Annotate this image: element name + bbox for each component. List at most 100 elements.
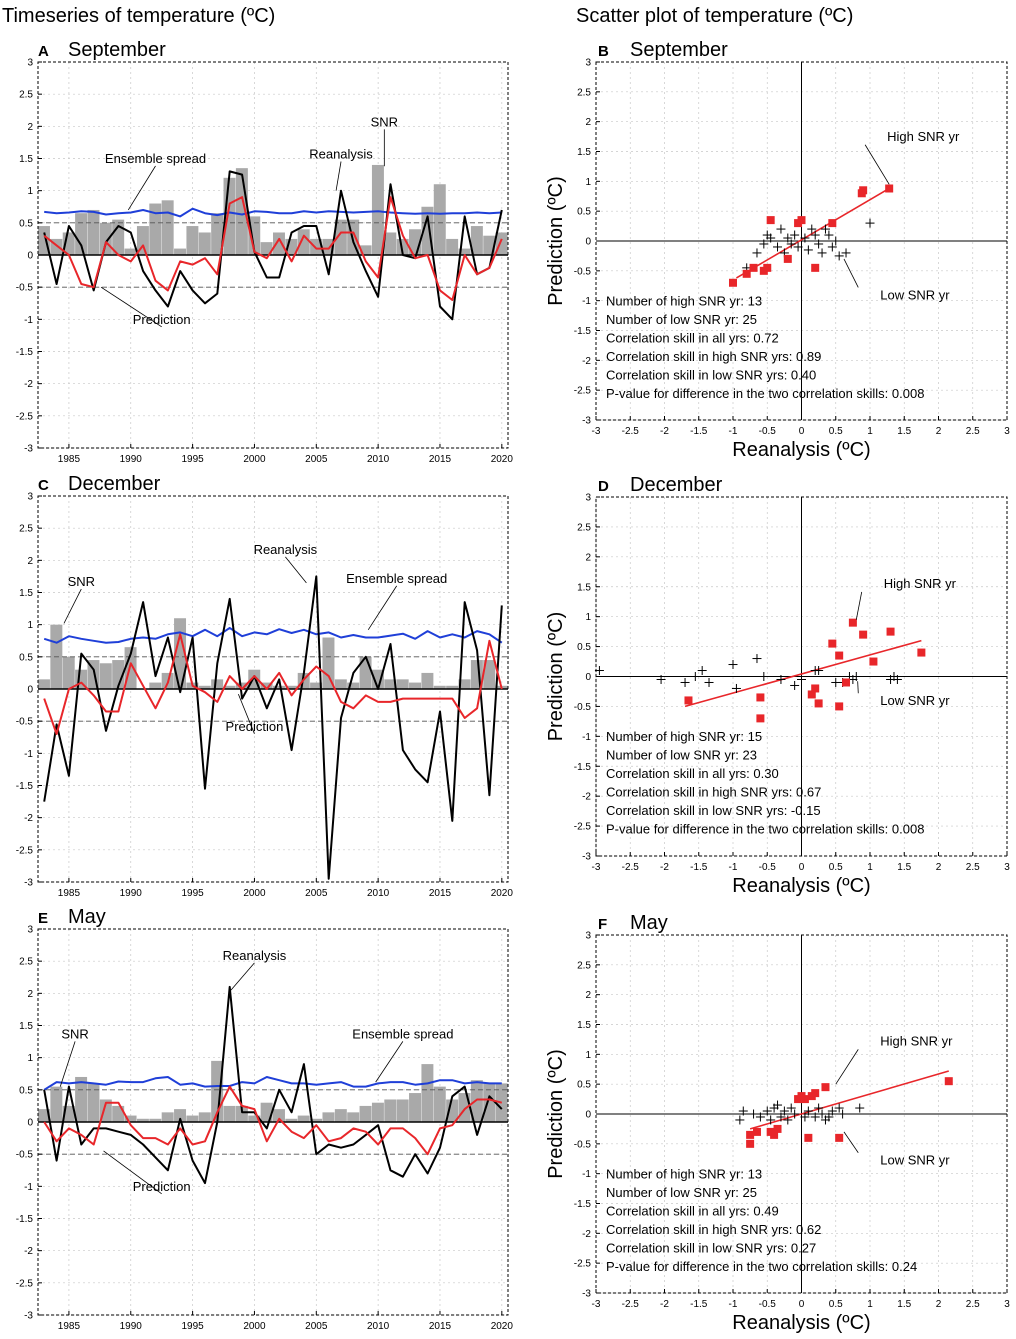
high-snr-point xyxy=(729,278,737,287)
x-tick-label: 1995 xyxy=(181,454,204,465)
x-tick-label: -2 xyxy=(660,426,669,437)
snr-bar xyxy=(273,685,285,689)
annotation-leader xyxy=(103,1150,162,1195)
low-snr-point xyxy=(855,1103,865,1113)
y-tick-label: -0.5 xyxy=(16,283,34,294)
annotation-label: Prediction xyxy=(133,1179,191,1194)
x-tick-label: 2 xyxy=(936,862,942,873)
series-line-ensemble-spread xyxy=(44,207,502,218)
y-tick-label: -1 xyxy=(24,749,33,760)
low-snr-point xyxy=(755,1112,765,1122)
low-snr-point xyxy=(762,1106,772,1116)
snr-bar xyxy=(384,679,397,689)
low-snr-point xyxy=(810,230,820,240)
panel-D: -3-3 -2.5 -2.5 -2 -2 -1.5 -1.5 -1 -1 -0.5 -0.5 0 0 0.… xyxy=(545,474,1010,897)
high-snr-point xyxy=(763,263,772,272)
snr-bar xyxy=(285,1118,298,1122)
stats-line: Number of high SNR yr: 15 xyxy=(606,729,762,744)
snr-bar xyxy=(273,1109,285,1122)
x-tick-label: -0.5 xyxy=(759,426,777,437)
annotation-label: High SNR yr xyxy=(884,576,957,591)
snr-bar xyxy=(421,672,434,689)
x-tick-label: 3 xyxy=(1004,862,1010,873)
panel-C: -3 -2.5 -2 -1.5 -1 -0.5 0 0.5 1 1.5 2 2.5 3 1985 1990 1… xyxy=(16,473,514,899)
annotation-label: Reanalysis xyxy=(223,948,287,963)
snr-bar xyxy=(75,669,88,689)
snr-bar xyxy=(75,213,88,255)
panel-label: A xyxy=(38,43,49,60)
x-tick-label: 1985 xyxy=(58,888,81,899)
low-snr-point xyxy=(766,233,776,243)
y-tick-label: 2.5 xyxy=(577,960,591,971)
x-tick-label: 3 xyxy=(1004,426,1010,437)
x-tick-label: 2 xyxy=(936,1299,942,1310)
snr-bar xyxy=(322,1112,335,1122)
y-tick-label: 2.5 xyxy=(19,524,33,535)
x-tick-label: 1 xyxy=(867,426,873,437)
low-snr-point xyxy=(759,672,769,681)
snr-bar xyxy=(112,660,125,689)
y-tick-label: 2.5 xyxy=(19,957,33,968)
y-tick-label: 2 xyxy=(585,117,591,128)
y-axis-label: Prediction (ºC) xyxy=(545,1049,567,1179)
snr-bar xyxy=(297,229,310,255)
y-tick-label: -1.5 xyxy=(574,326,592,337)
x-tick-label: 2000 xyxy=(243,454,266,465)
low-snr-point xyxy=(851,672,861,681)
snr-bar xyxy=(359,656,372,689)
snr-bar xyxy=(334,679,347,689)
x-tick-label: 1985 xyxy=(58,454,81,465)
x-tick-label: 2015 xyxy=(429,1321,452,1332)
x-tick-label: 2010 xyxy=(367,454,390,465)
stats-line: Number of low SNR yr: 25 xyxy=(606,312,757,327)
panels-group: -3 -2.5 -2 -1.5 -1 -0.5 0 0.5 1 1.5 2 2.5 3 1985 1990 1… xyxy=(16,39,1010,1334)
snr-bar xyxy=(495,232,508,255)
snr-bar xyxy=(371,669,384,689)
y-tick-label: -3 xyxy=(582,852,591,863)
x-tick-label: 2020 xyxy=(491,454,514,465)
y-tick-label: -2.5 xyxy=(16,1278,34,1289)
snr-bar xyxy=(198,1112,211,1122)
low-snr-point xyxy=(790,230,800,240)
high-snr-point xyxy=(807,690,816,699)
panel-F: -3-3 -2.5 -2.5 -2 -2 -1.5 -1.5 -1 -1 -0.5 -0.5 0 0 0.… xyxy=(545,912,1010,1334)
high-snr-point xyxy=(886,627,895,636)
annotation-label: High SNR yr xyxy=(880,1033,953,1048)
snr-bar xyxy=(38,226,50,255)
x-tick-label: -2.5 xyxy=(622,1299,640,1310)
y-tick-label: 2 xyxy=(27,556,33,567)
y-tick-label: -1 xyxy=(24,315,33,326)
annotation-leader xyxy=(63,588,82,624)
y-tick-label: -2 xyxy=(582,356,591,367)
annotation-label: Reanalysis xyxy=(309,147,373,162)
stats-line: Correlation skill in high SNR yrs: 0.67 xyxy=(606,785,821,800)
y-tick-label: -3 xyxy=(24,1311,33,1322)
snr-bar xyxy=(223,685,236,689)
panel-title: May xyxy=(630,912,668,934)
low-snr-point xyxy=(814,666,824,676)
high-snr-point xyxy=(859,630,868,639)
y-tick-label: -2.5 xyxy=(16,411,34,422)
x-tick-label: 1.5 xyxy=(897,862,911,873)
y-tick-label: 0.5 xyxy=(577,642,591,653)
annotation-leader xyxy=(59,1041,76,1087)
low-snr-point xyxy=(656,674,666,684)
y-tick-label: -2.5 xyxy=(574,822,592,833)
snr-bar xyxy=(446,1099,459,1122)
series-line-prediction xyxy=(43,1085,503,1156)
x-axis-label: Reanalysis (ºC) xyxy=(732,439,870,461)
plot-frame xyxy=(37,61,509,449)
y-tick-label: 1 xyxy=(585,1050,591,1061)
high-snr-point xyxy=(848,618,857,627)
x-tick-label: 0.5 xyxy=(829,1299,843,1310)
y-tick-label: 2.5 xyxy=(19,90,33,101)
annotation-label: High SNR yr xyxy=(887,129,960,144)
x-tick-label: 1995 xyxy=(181,1321,204,1332)
low-snr-point xyxy=(690,672,700,681)
regression-line xyxy=(749,1070,949,1130)
low-snr-point xyxy=(731,683,741,693)
snr-bar xyxy=(310,1118,323,1122)
y-tick-label: -2 xyxy=(24,379,33,390)
snr-bar xyxy=(136,226,149,255)
panel-title: December xyxy=(68,473,161,495)
